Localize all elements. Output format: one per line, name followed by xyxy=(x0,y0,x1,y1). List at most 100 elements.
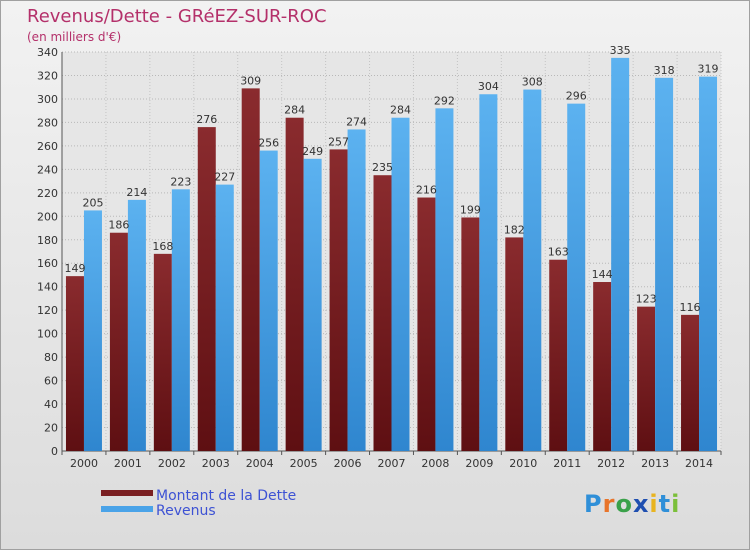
bar-revenue-2006 xyxy=(347,129,366,451)
data-label-debt-2007: 235 xyxy=(372,161,393,174)
bar-revenue-2011 xyxy=(567,103,586,452)
bar-revenue-2004 xyxy=(259,150,278,451)
bar-revenue-2002 xyxy=(171,189,190,451)
data-label-debt-2002: 168 xyxy=(152,240,173,253)
data-label-revenue-2001: 214 xyxy=(126,186,147,199)
bar-debt-2004 xyxy=(241,88,260,452)
data-label-debt-2003: 276 xyxy=(196,113,217,126)
y-tick-label: 120 xyxy=(37,304,58,317)
bar-revenue-2003 xyxy=(215,184,234,451)
y-tick-label: 40 xyxy=(44,398,58,411)
x-tick-label: 2008 xyxy=(421,457,449,470)
data-label-revenue-2009: 304 xyxy=(478,80,499,93)
legend-swatch-revenue xyxy=(101,506,153,512)
legend-label-revenue: Revenus xyxy=(156,503,216,519)
y-tick-label: 80 xyxy=(44,351,58,364)
bar-revenue-2000 xyxy=(83,210,102,451)
legend-label-debt: Montant de la Dette xyxy=(156,488,296,504)
legend: Montant de la Dette Revenus xyxy=(101,488,296,519)
x-tick-label: 2005 xyxy=(290,457,318,470)
x-tick-label: 2003 xyxy=(202,457,230,470)
x-axis: 2000 2001 2002 2003 2004 2005 2006 2007 2008 2009… xyxy=(61,451,722,470)
proxiti-logo: Proxiti xyxy=(584,490,681,518)
y-tick-label: 200 xyxy=(37,210,58,223)
bar-revenue-2001 xyxy=(127,199,146,451)
data-label-revenue-2007: 284 xyxy=(390,104,411,117)
y-tick-label: 140 xyxy=(37,281,58,294)
bar-debt-2012 xyxy=(593,282,612,451)
bar-revenue-2005 xyxy=(303,158,322,451)
bar-revenue-2014 xyxy=(699,76,718,452)
bar-debt-2011 xyxy=(549,259,568,451)
chart-subtitle: (en milliers d'€) xyxy=(27,30,122,44)
data-labels: 149 205 186 214 168 223 276 227 309 256 284 249 257 2… xyxy=(64,44,718,314)
data-label-debt-2006: 257 xyxy=(328,135,349,148)
bar-debt-2014 xyxy=(681,314,700,451)
data-label-revenue-2004: 256 xyxy=(258,137,279,150)
x-tick-label: 2010 xyxy=(509,457,537,470)
data-label-revenue-2011: 296 xyxy=(566,90,587,103)
y-tick-label: 320 xyxy=(37,69,58,82)
data-label-revenue-2000: 205 xyxy=(82,196,103,209)
y-tick-label: 260 xyxy=(37,140,58,153)
y-tick-label: 60 xyxy=(44,375,58,388)
bar-debt-2009 xyxy=(461,217,480,451)
x-tick-label: 2009 xyxy=(465,457,493,470)
x-tick-label: 2011 xyxy=(553,457,581,470)
x-tick-label: 2013 xyxy=(641,457,669,470)
y-tick-label: 20 xyxy=(44,422,58,435)
y-tick-label: 160 xyxy=(37,257,58,270)
y-tick-label: 100 xyxy=(37,328,58,341)
y-axis: 0 20 40 60 80 100 120 140 160 180 200 220 240 260 280 3… xyxy=(37,46,58,458)
bar-debt-2000 xyxy=(65,276,84,451)
bar-debt-2006 xyxy=(329,149,348,451)
bars xyxy=(65,57,718,452)
y-tick-label: 300 xyxy=(37,93,58,106)
data-label-debt-2009: 199 xyxy=(460,203,481,216)
bar-debt-2003 xyxy=(197,127,216,451)
data-label-debt-2005: 284 xyxy=(284,104,305,117)
data-label-revenue-2013: 318 xyxy=(654,64,675,77)
x-tick-label: 2006 xyxy=(334,457,362,470)
bar-debt-2002 xyxy=(153,253,172,451)
data-label-debt-2011: 163 xyxy=(548,246,569,259)
data-label-revenue-2006: 274 xyxy=(346,115,367,128)
data-label-debt-2010: 182 xyxy=(504,223,525,236)
legend-swatch-debt xyxy=(101,490,153,496)
y-tick-label: 280 xyxy=(37,116,58,129)
x-tick-label: 2001 xyxy=(114,457,142,470)
x-tick-label: 2012 xyxy=(597,457,625,470)
x-tick-label: 2004 xyxy=(246,457,274,470)
bar-debt-2007 xyxy=(373,175,392,451)
data-label-revenue-2002: 223 xyxy=(170,175,191,188)
data-label-revenue-2003: 227 xyxy=(214,171,235,184)
x-tick-label: 2002 xyxy=(158,457,186,470)
bar-revenue-2012 xyxy=(611,57,630,451)
bar-debt-2010 xyxy=(505,237,524,451)
bar-revenue-2010 xyxy=(523,89,542,451)
chart-title: Revenus/Dette - GRéEZ-SUR-ROC xyxy=(27,6,327,27)
y-tick-label: 0 xyxy=(51,445,58,458)
x-tick-label: 2014 xyxy=(685,457,713,470)
data-label-revenue-2010: 308 xyxy=(522,76,543,89)
x-tick-label: 2007 xyxy=(378,457,406,470)
data-label-revenue-2012: 335 xyxy=(610,44,631,57)
y-tick-label: 220 xyxy=(37,187,58,200)
y-tick-label: 240 xyxy=(37,163,58,176)
data-label-debt-2001: 186 xyxy=(108,219,129,232)
y-tick-label: 340 xyxy=(37,46,58,59)
bar-debt-2001 xyxy=(109,232,128,451)
data-label-debt-2013: 123 xyxy=(636,293,657,306)
data-label-revenue-2008: 292 xyxy=(434,94,455,107)
bar-debt-2013 xyxy=(637,306,656,451)
y-tick-label: 180 xyxy=(37,234,58,247)
data-label-revenue-2005: 249 xyxy=(302,145,323,158)
x-tick-label: 2000 xyxy=(70,457,98,470)
data-label-debt-2000: 149 xyxy=(64,262,85,275)
bar-revenue-2013 xyxy=(655,77,674,451)
data-label-debt-2008: 216 xyxy=(416,184,437,197)
bar-debt-2008 xyxy=(417,197,436,451)
bar-debt-2005 xyxy=(285,117,304,451)
